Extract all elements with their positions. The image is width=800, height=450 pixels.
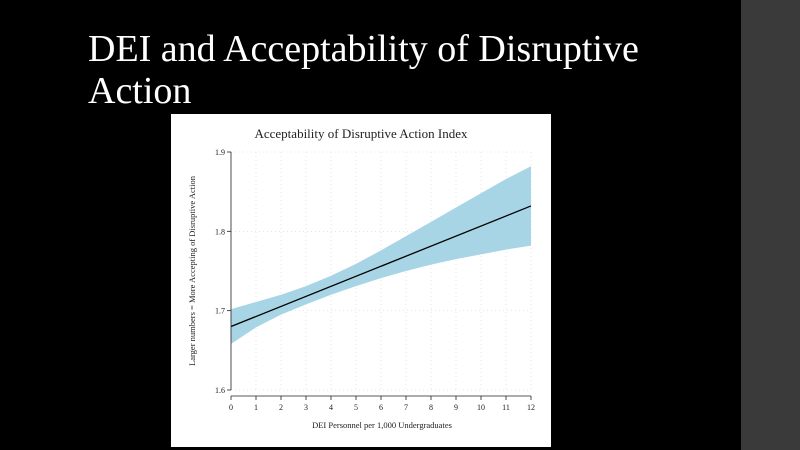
x-tick-label: 4	[329, 403, 333, 412]
side-strip	[741, 0, 800, 450]
fitted-line	[230, 205, 532, 328]
x-tick-label: 11	[502, 403, 510, 412]
line-chart: 1.61.71.81.90 1 2 3 4 5 6 7 8 9 10 11 12 Acceptabili…	[187, 126, 535, 430]
x-tick-label: 10	[477, 403, 485, 412]
x-tick-label: 7	[404, 403, 408, 412]
x-tick-label: 2	[279, 403, 283, 412]
chart-panel: 1.6 1.7 1.8 1.9 0 1 2 3 4 5 6 7 8 9 10 11 12 Acceptabili…	[171, 114, 551, 447]
y-tick-label: 1.9	[215, 148, 225, 157]
plot-area: 1.61.71.81.90 1 2 3 4 5 6 7 8 9 10 11 12	[215, 148, 535, 412]
y-tick-label: 1.8	[215, 227, 225, 236]
y-axis-label: Larger numbers = More Accepting of Disru…	[187, 175, 197, 366]
x-tick-label: 8	[429, 403, 433, 412]
x-tick-label: 3	[304, 403, 308, 412]
y-tick-label: 1.6	[215, 386, 225, 395]
x-tick-label: 0	[229, 403, 233, 412]
x-tick-label: 12	[527, 403, 535, 412]
x-tick-label: 6	[379, 403, 383, 412]
confidence-band	[231, 166, 531, 344]
x-axis-label: DEI Personnel per 1,000 Undergraduates	[312, 420, 452, 430]
x-tick-label: 9	[454, 403, 458, 412]
slide-title: DEI and Acceptability of Disruptive Acti…	[88, 28, 639, 112]
y-tick-label: 1.7	[215, 307, 225, 316]
x-tick-label: 5	[354, 403, 358, 412]
chart-title: Acceptability of Disruptive Action Index	[254, 126, 468, 141]
x-tick-label: 1	[254, 403, 258, 412]
